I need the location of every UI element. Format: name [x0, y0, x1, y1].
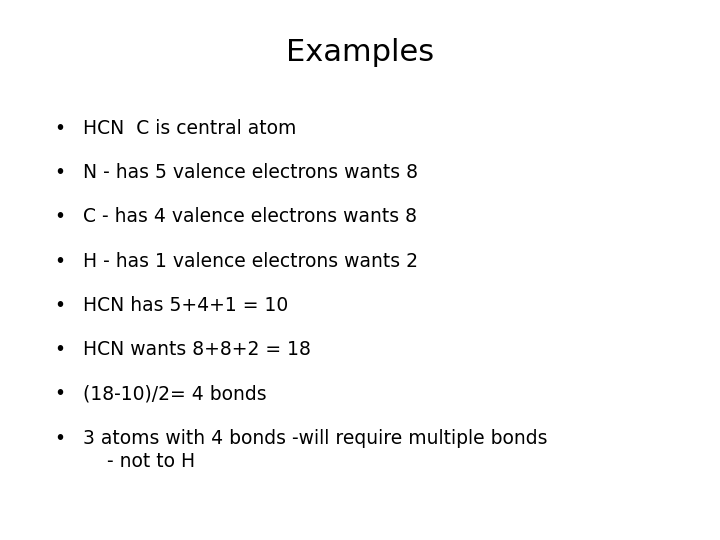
Text: HCN wants 8+8+2 = 18: HCN wants 8+8+2 = 18 — [83, 340, 310, 359]
Text: 3 atoms with 4 bonds -will require multiple bonds
    - not to H: 3 atoms with 4 bonds -will require multi… — [83, 429, 547, 471]
Text: (18-10)/2= 4 bonds: (18-10)/2= 4 bonds — [83, 384, 266, 403]
Text: HCN has 5+4+1 = 10: HCN has 5+4+1 = 10 — [83, 296, 288, 315]
Text: •: • — [54, 252, 65, 271]
Text: H - has 1 valence electrons wants 2: H - has 1 valence electrons wants 2 — [83, 252, 418, 271]
Text: •: • — [54, 340, 65, 359]
Text: •: • — [54, 384, 65, 403]
Text: •: • — [54, 119, 65, 138]
Text: N - has 5 valence electrons wants 8: N - has 5 valence electrons wants 8 — [83, 163, 418, 182]
Text: C - has 4 valence electrons wants 8: C - has 4 valence electrons wants 8 — [83, 207, 417, 226]
Text: •: • — [54, 429, 65, 448]
Text: •: • — [54, 163, 65, 182]
Text: Examples: Examples — [286, 38, 434, 67]
Text: HCN  C is central atom: HCN C is central atom — [83, 119, 296, 138]
Text: •: • — [54, 296, 65, 315]
Text: •: • — [54, 207, 65, 226]
